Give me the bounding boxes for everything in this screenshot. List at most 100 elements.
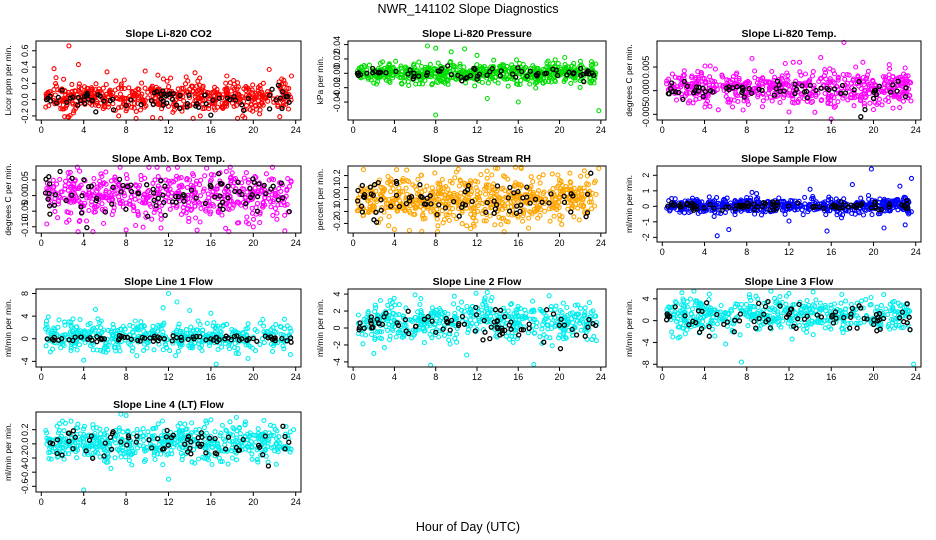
data-point	[43, 343, 49, 349]
data-point	[245, 95, 251, 102]
data-point	[456, 213, 462, 219]
y-tick-label: 0.04	[332, 36, 342, 54]
x-tick-label: 24	[291, 372, 301, 382]
data-point	[714, 233, 720, 239]
data-point	[458, 204, 465, 211]
data-point	[396, 185, 402, 191]
y-tick-label: -0.02	[332, 77, 342, 98]
x-tick-label: 0	[351, 238, 356, 248]
data-point	[193, 215, 199, 221]
x-tick-label: 12	[784, 247, 794, 257]
data-point	[818, 55, 824, 61]
data-point	[484, 95, 490, 102]
x-tick-label: 24	[596, 125, 606, 135]
data-point	[123, 206, 129, 212]
data-point	[471, 65, 477, 72]
data-point	[275, 103, 281, 109]
data-point	[537, 212, 543, 218]
data-point	[256, 181, 262, 187]
x-tick-label: 20	[248, 238, 258, 248]
data-point	[198, 177, 204, 183]
data-point	[140, 224, 146, 230]
data-point	[433, 112, 439, 118]
data-point	[197, 219, 203, 225]
data-point	[497, 73, 504, 79]
data-point	[194, 227, 200, 233]
data-point	[167, 91, 173, 97]
panel-ylabel: percent per min.	[315, 169, 325, 230]
data-point	[528, 174, 534, 180]
data-point	[589, 206, 595, 212]
data-point	[398, 74, 404, 80]
data-point	[165, 166, 172, 172]
data-point	[518, 77, 524, 83]
x-tick-label: 0	[39, 238, 44, 248]
x-tick-label: 12	[472, 125, 482, 135]
data-point	[800, 212, 806, 218]
data-point	[103, 81, 109, 88]
data-point	[269, 348, 276, 354]
x-tick-label: 4	[81, 372, 86, 382]
data-point	[393, 334, 399, 340]
data-point	[359, 209, 366, 215]
data-point	[714, 195, 720, 201]
data-point	[858, 195, 864, 201]
panel-title: Slope Sample Flow	[741, 153, 838, 165]
x-tick-label: 8	[433, 238, 438, 248]
data-point	[394, 167, 400, 173]
data-point	[58, 345, 64, 351]
data-point	[596, 108, 602, 114]
data-point	[174, 334, 180, 341]
data-point	[567, 170, 573, 176]
y-tick-label: 0.0	[20, 93, 30, 106]
data-point	[475, 73, 481, 79]
data-point	[809, 73, 816, 79]
data-point	[257, 220, 263, 226]
data-point	[61, 76, 67, 82]
y-tick-label: 0.02	[332, 50, 342, 68]
data-point	[257, 111, 263, 117]
data-point	[113, 78, 119, 84]
data-point	[92, 306, 99, 312]
data-point	[51, 202, 58, 208]
data-point	[170, 91, 176, 97]
data-point	[268, 186, 274, 192]
data-point	[387, 67, 393, 73]
data-point	[66, 43, 72, 49]
data-point	[132, 318, 138, 324]
y-tick-label: 2	[641, 173, 651, 178]
x-tick-label: 24	[291, 238, 301, 248]
data-point	[249, 87, 255, 93]
data-point	[890, 82, 896, 88]
data-point	[235, 84, 241, 90]
data-point	[162, 183, 168, 189]
data-point	[265, 89, 271, 95]
x-tick-label: 8	[124, 372, 129, 382]
data-point	[448, 49, 454, 55]
data-point	[524, 73, 530, 79]
data-point	[740, 107, 746, 113]
data-point	[204, 165, 210, 171]
data-point	[263, 171, 269, 177]
data-point	[140, 97, 146, 104]
data-point	[244, 214, 250, 220]
data-point	[485, 80, 491, 86]
data-point	[908, 175, 915, 181]
x-tick-label: 4	[702, 247, 707, 257]
y-tick-label: -4	[20, 357, 30, 365]
data-point	[578, 173, 584, 179]
data-point	[277, 95, 284, 101]
data-point	[373, 209, 379, 215]
data-point	[167, 206, 173, 212]
data-point	[254, 200, 261, 207]
data-point	[201, 105, 208, 111]
data-point	[274, 216, 280, 222]
data-point	[142, 68, 148, 74]
data-point	[726, 227, 732, 233]
data-point	[749, 189, 755, 195]
data-point	[445, 81, 451, 87]
data-point	[107, 89, 113, 95]
